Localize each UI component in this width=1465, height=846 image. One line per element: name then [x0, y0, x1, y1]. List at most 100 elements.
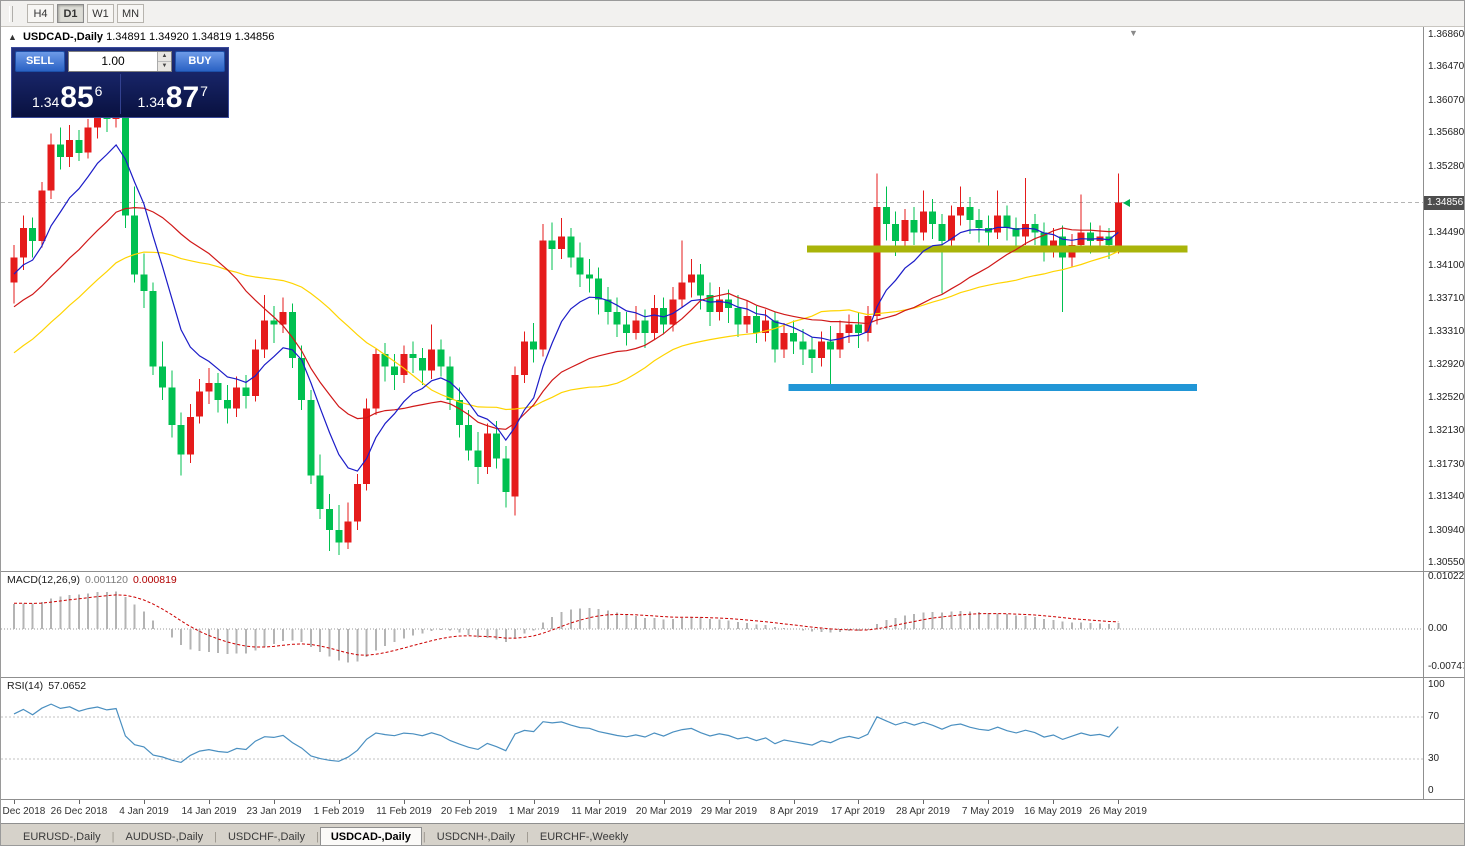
buy-price-pip: 7 — [200, 83, 208, 99]
candle — [363, 398, 371, 491]
rsi-panel-canvas[interactable] — [1, 677, 1423, 799]
candle — [149, 282, 157, 375]
sell-price-display[interactable]: 1.34 85 6 — [15, 74, 120, 114]
price-axis-label: 1.35280 — [1428, 161, 1465, 172]
candle — [595, 267, 603, 315]
candle — [474, 431, 482, 484]
candle — [725, 289, 733, 323]
candle — [121, 102, 129, 229]
volume-up-icon[interactable]: ▲ — [158, 52, 171, 62]
date-axis-label: 16 May 2019 — [1024, 806, 1082, 817]
candle — [353, 473, 361, 530]
date-axis-label: 1 Mar 2019 — [508, 806, 560, 817]
candle — [530, 322, 538, 363]
timeframe-button-mn[interactable]: MN — [117, 4, 144, 23]
macd-axis-label: 0.010229 — [1428, 571, 1465, 582]
candle — [84, 119, 92, 159]
chart-tab-audusd-daily[interactable]: AUDUSD-,Daily — [125, 831, 204, 843]
sell-button[interactable]: SELL — [15, 51, 65, 72]
price-axis[interactable]: 1.36860 1.36470 1.36070 1.35680 1.35280 1.348… — [1424, 27, 1465, 571]
chart-tab-usdcnh-daily[interactable]: USDCNH-,Daily — [436, 831, 515, 843]
candle — [307, 389, 315, 484]
candle — [632, 306, 640, 340]
candle — [1012, 217, 1020, 251]
chart-title: ▲ USDCAD-,Daily 1.34891 1.34920 1.34819 … — [8, 31, 274, 43]
candle — [335, 504, 343, 556]
date-axis-label: 20 Feb 2019 — [440, 806, 498, 817]
panel-separator[interactable] — [1, 571, 1464, 572]
timeframe-button-d1[interactable]: D1 — [57, 4, 84, 23]
main-chart-canvas[interactable] — [1, 27, 1423, 571]
timeframe-button-h4[interactable]: H4 — [27, 4, 54, 23]
panel-separator[interactable] — [1, 677, 1464, 678]
date-tick — [794, 800, 795, 804]
candle — [567, 228, 575, 268]
date-axis-label: 1 Feb 2019 — [313, 806, 365, 817]
candle — [984, 215, 992, 250]
candle — [196, 379, 204, 424]
buy-price-display[interactable]: 1.34 87 7 — [119, 74, 226, 114]
candle — [734, 295, 742, 338]
rsi-axis-label: 100 — [1428, 679, 1445, 690]
candle — [548, 222, 556, 271]
price-axis-label: 1.32130 — [1428, 425, 1465, 436]
candle — [520, 331, 528, 384]
chart-tab-usdchf-daily[interactable]: USDCHF-,Daily — [227, 831, 305, 843]
date-tick — [1118, 800, 1119, 804]
date-tick — [1053, 800, 1054, 804]
date-axis-label: 8 Apr 2019 — [769, 806, 819, 817]
candle — [771, 312, 779, 363]
chart-symbol-label: USDCAD-,Daily — [22, 31, 104, 43]
date-axis[interactable]: 17 Dec 2018 26 Dec 2018 4 Jan 2019 14 Jan 2… — [1, 799, 1464, 823]
candle — [1003, 205, 1011, 241]
candle — [159, 341, 166, 400]
candle — [38, 182, 46, 248]
candle — [10, 244, 18, 304]
price-axis-label: 1.34490 — [1428, 227, 1465, 238]
chart-tabs-bar: EURUSD-,Daily | AUDUSD-,Daily | USDCHF-,Dail… — [1, 823, 1464, 845]
price-axis-label: 1.36860 — [1428, 29, 1465, 40]
olive-resistance-line[interactable] — [807, 245, 1188, 253]
price-axis-separator — [1423, 27, 1424, 799]
date-axis-label: 28 Apr 2019 — [896, 806, 950, 817]
buy-button[interactable]: BUY — [175, 51, 225, 72]
chart-tab-usdcad-daily[interactable]: USDCAD-,Daily — [319, 827, 422, 845]
rsi-axis-label: 30 — [1428, 753, 1440, 764]
toolbar-grip-icon[interactable] — [9, 5, 13, 22]
date-axis-label: 17 Apr 2019 — [831, 806, 885, 817]
candle — [947, 205, 955, 250]
macd-axis[interactable]: 0.010229 0.00 -0.007477 — [1424, 571, 1465, 677]
candle — [288, 303, 296, 369]
candle — [1105, 228, 1113, 260]
date-axis-label: 11 Feb 2019 — [376, 806, 432, 817]
candle — [19, 215, 27, 271]
volume-down-icon[interactable]: ▼ — [161, 63, 168, 69]
candle — [780, 322, 788, 359]
date-axis-label: 26 May 2019 — [1089, 806, 1147, 817]
volume-field[interactable]: 1.00 ▲ ▼ — [68, 51, 172, 72]
one-click-toggle-icon[interactable]: ▲ — [8, 32, 17, 42]
macd-panel-canvas[interactable] — [1, 571, 1423, 677]
candle — [455, 387, 463, 438]
chart-tab-eurusd-daily[interactable]: EURUSD-,Daily — [23, 831, 101, 843]
chart-shift-marker-icon[interactable]: ▼ — [1129, 28, 1138, 38]
timeframe-button-w1[interactable]: W1 — [87, 4, 114, 23]
candle — [326, 493, 333, 551]
macd-signal-value: 0.000819 — [132, 574, 177, 586]
candle — [75, 130, 83, 162]
candle — [242, 374, 250, 409]
blue-support-line[interactable] — [788, 383, 1197, 391]
candle — [270, 306, 278, 343]
chart-tab-eurchf-weekly[interactable]: EURCHF-,Weekly — [539, 831, 629, 843]
rsi-axis[interactable]: 100 70 30 0 — [1424, 677, 1464, 799]
date-axis-label: 11 Mar 2019 — [571, 806, 627, 817]
volume-value[interactable]: 1.00 — [101, 54, 125, 68]
candle — [381, 343, 389, 382]
date-axis-label: 29 Mar 2019 — [700, 806, 758, 817]
candle — [650, 295, 658, 340]
rsi-name: RSI(14) — [7, 680, 44, 692]
candle — [298, 345, 306, 411]
candle — [316, 454, 324, 519]
candle — [205, 368, 213, 405]
candle — [344, 502, 352, 550]
